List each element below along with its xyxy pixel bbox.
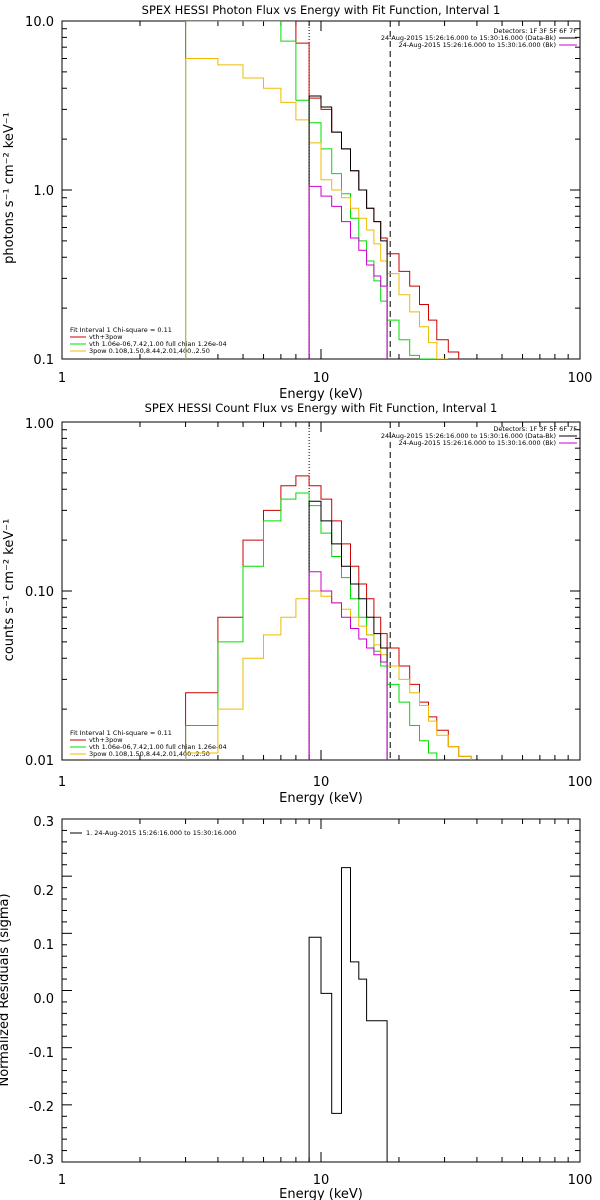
- plot-area: [308, 867, 388, 1162]
- chart-title: SPEX HESSI Photon Flux vs Energy with Fi…: [142, 3, 501, 17]
- chart-title: SPEX HESSI Count Flux vs Energy with Fit…: [145, 401, 498, 415]
- bk-interval-label: 24-Aug-2015 15:26:16.000 to 15:30:16.000…: [399, 41, 556, 49]
- y-tick-label: 0.1: [33, 938, 54, 953]
- x-tick-label: 100: [568, 775, 593, 790]
- residual-legend-entry: 1. 24-Aug-2015 15:26:16.000 to 15:30:16.…: [86, 829, 236, 837]
- x-tick-label: 1: [58, 1173, 66, 1188]
- y-axis-label: photons s⁻¹ cm⁻² keV⁻¹: [2, 112, 17, 264]
- x-axis-label: Energy (keV): [279, 791, 363, 806]
- residuals-panel: Energy (keV) Normalized Residuals (sigma…: [0, 815, 592, 1200]
- fit-legend-entry: vth 1.06e-06,7.42,1.00 full chian 1.26e-…: [89, 743, 227, 751]
- x-axis-label: Energy (keV): [279, 387, 363, 402]
- y-tick-label: 0.10: [25, 585, 54, 600]
- y-tick-label: -0.2: [29, 1100, 54, 1115]
- photon-flux-panel: SPEX HESSI Photon Flux vs Energy with Fi…: [2, 3, 592, 402]
- detectors-label: Detectors: 1F 3F 5F 6F 7F: [493, 425, 577, 433]
- y-tick-label: 1.00: [25, 417, 54, 432]
- x-tick-label: 10: [313, 371, 330, 386]
- series-step-line: [185, 475, 472, 760]
- y-tick-label: 0.2: [33, 884, 54, 899]
- fit-legend-entry: 3pow 0.108,1.50,8.44,2.01,400.,2.50: [89, 750, 210, 758]
- y-tick-label: 0.01: [25, 754, 54, 769]
- y-tick-label: 0.0: [33, 992, 54, 1007]
- detectors-label: Detectors: 1F 3F 5F 6F 7F: [493, 27, 577, 35]
- fit-legend-entry: vth+3pow: [89, 736, 123, 744]
- bk-interval-label: 24-Aug-2015 15:26:16.000 to 15:30:16.000…: [399, 439, 556, 447]
- y-tick-label: -0.1: [29, 1046, 54, 1061]
- y-axis-label: counts s⁻¹ cm⁻² keV⁻¹: [2, 519, 17, 662]
- data-interval-label: 24-Aug-2015 15:26:16.000 to 15:30:16.000…: [381, 432, 556, 440]
- x-tick-label: 10: [313, 1173, 330, 1188]
- series-step-line: [185, 21, 460, 359]
- series-step-line: [308, 500, 388, 760]
- y-axis-label: Normalized Residuals (sigma): [0, 893, 12, 1086]
- x-tick-label: 1: [58, 371, 66, 386]
- fit-legend-entry: 3pow 0.108,1.50,8.44,2.01,400.,2.50: [89, 347, 210, 355]
- series-step-line: [185, 58, 449, 359]
- series-step-line: [185, 492, 438, 760]
- series-step-line: [308, 95, 388, 359]
- fit-legend-entry: vth+3pow: [89, 333, 123, 341]
- series-step-line: [308, 867, 388, 1162]
- fit-legend-header: Fit Interval 1 Chi-square = 0.11: [70, 729, 172, 737]
- plot-area: [185, 21, 460, 359]
- series-step-line: [185, 590, 472, 760]
- fit-legend-entry: vth 1.06e-06,7.42,1.00 full chian 1.26e-…: [89, 340, 227, 348]
- x-tick-label: 100: [568, 371, 593, 386]
- x-tick-label: 10: [313, 775, 330, 790]
- x-tick-label: 100: [568, 1173, 593, 1188]
- y-tick-label: -0.3: [29, 1153, 54, 1168]
- y-tick-label: 0.1: [33, 353, 54, 368]
- data-interval-label: 24-Aug-2015 15:26:16.000 to 15:30:16.000…: [381, 34, 556, 42]
- x-tick-label: 1: [58, 775, 66, 790]
- series-step-line: [308, 571, 388, 760]
- series-step-line: [308, 185, 388, 359]
- x-axis-label: Energy (keV): [279, 1187, 363, 1200]
- y-tick-label: 0.3: [33, 815, 54, 830]
- y-tick-label: 10.0: [25, 15, 54, 30]
- series-step-line: [185, 21, 437, 359]
- fit-legend-header: Fit Interval 1 Chi-square = 0.11: [70, 326, 172, 334]
- plot-area: [185, 422, 472, 760]
- count-flux-panel: SPEX HESSI Count Flux vs Energy with Fit…: [2, 401, 592, 806]
- y-tick-label: 1.0: [33, 184, 54, 199]
